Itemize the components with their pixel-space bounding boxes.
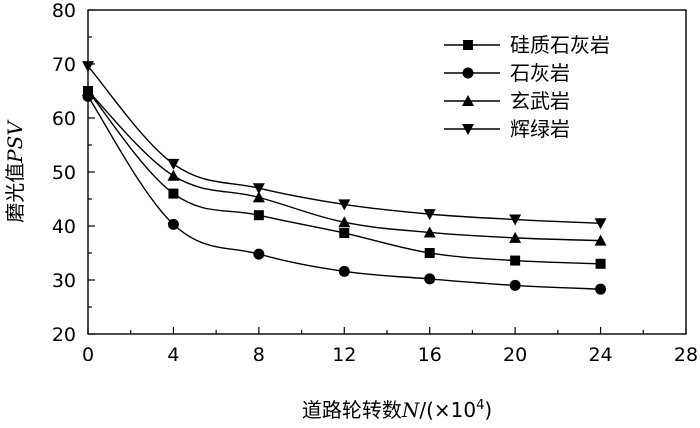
x-tick-label: 0 xyxy=(82,344,94,366)
axis-titles: 道路轮转数N/(×104) 磨光值PSV xyxy=(3,119,492,422)
data-point xyxy=(338,216,351,228)
series-3 xyxy=(82,61,607,230)
legend-label: 硅质石灰岩 xyxy=(510,33,610,57)
data-point xyxy=(253,248,265,260)
y-tick-label: 80 xyxy=(52,0,76,22)
series-1 xyxy=(82,90,607,295)
data-point xyxy=(167,158,180,170)
legend-item-1: 石灰岩 xyxy=(444,61,570,85)
x-tick-label: 8 xyxy=(253,344,265,366)
plot-frame xyxy=(87,9,687,335)
data-point xyxy=(424,248,435,258)
data-point xyxy=(509,279,521,291)
legend-marker xyxy=(462,95,474,106)
data-point xyxy=(82,61,94,73)
data-point xyxy=(594,218,607,230)
y-tick-label: 40 xyxy=(52,216,76,238)
legend-marker xyxy=(462,124,474,135)
data-point xyxy=(423,226,436,238)
data-point xyxy=(595,258,606,269)
data-point xyxy=(167,218,179,230)
data-point xyxy=(339,228,350,239)
axes: 0 4 8 12 16 20 24 28 20 30 40 50 60 70 80 xyxy=(52,0,698,366)
data-point xyxy=(168,188,179,199)
data-point xyxy=(82,85,94,96)
y-tick-label: 60 xyxy=(52,108,76,130)
x-tick-label: 16 xyxy=(418,344,442,366)
legend-marker xyxy=(463,40,473,50)
legend-label: 石灰岩 xyxy=(510,61,570,85)
x-tick-label: 24 xyxy=(588,344,612,366)
data-point xyxy=(423,209,436,221)
legend-label: 辉绿岩 xyxy=(510,117,570,141)
data-point xyxy=(510,255,521,266)
legend-item-3: 辉绿岩 xyxy=(444,117,570,141)
legend-marker xyxy=(462,67,474,79)
data-point xyxy=(167,169,180,181)
legend-label: 玄武岩 xyxy=(510,89,570,113)
data-point xyxy=(509,231,522,243)
x-tick-label: 20 xyxy=(503,344,527,366)
series-2 xyxy=(82,85,607,246)
series-group xyxy=(82,61,607,295)
data-point xyxy=(338,199,351,211)
data-point xyxy=(509,214,522,226)
x-tick-label: 4 xyxy=(167,344,179,366)
data-point xyxy=(252,183,265,195)
y-tick-label: 30 xyxy=(52,270,76,292)
x-axis-title: 道路轮转数N/(×104) xyxy=(302,398,492,422)
data-point xyxy=(594,234,607,246)
y-tick-label: 70 xyxy=(52,54,76,76)
y-axis-title: 磨光值PSV xyxy=(3,119,27,223)
data-point xyxy=(252,191,265,203)
legend-item-0: 硅质石灰岩 xyxy=(444,33,610,57)
x-tick-label: 28 xyxy=(674,344,698,366)
legend-item-2: 玄武岩 xyxy=(444,89,570,113)
data-point xyxy=(338,265,350,277)
data-point xyxy=(595,283,607,295)
series-0 xyxy=(83,86,606,269)
y-tick-label: 20 xyxy=(52,324,76,346)
data-point xyxy=(253,210,264,221)
data-point xyxy=(424,273,436,285)
x-tick-label: 12 xyxy=(332,344,356,366)
y-tick-label: 50 xyxy=(52,162,76,184)
